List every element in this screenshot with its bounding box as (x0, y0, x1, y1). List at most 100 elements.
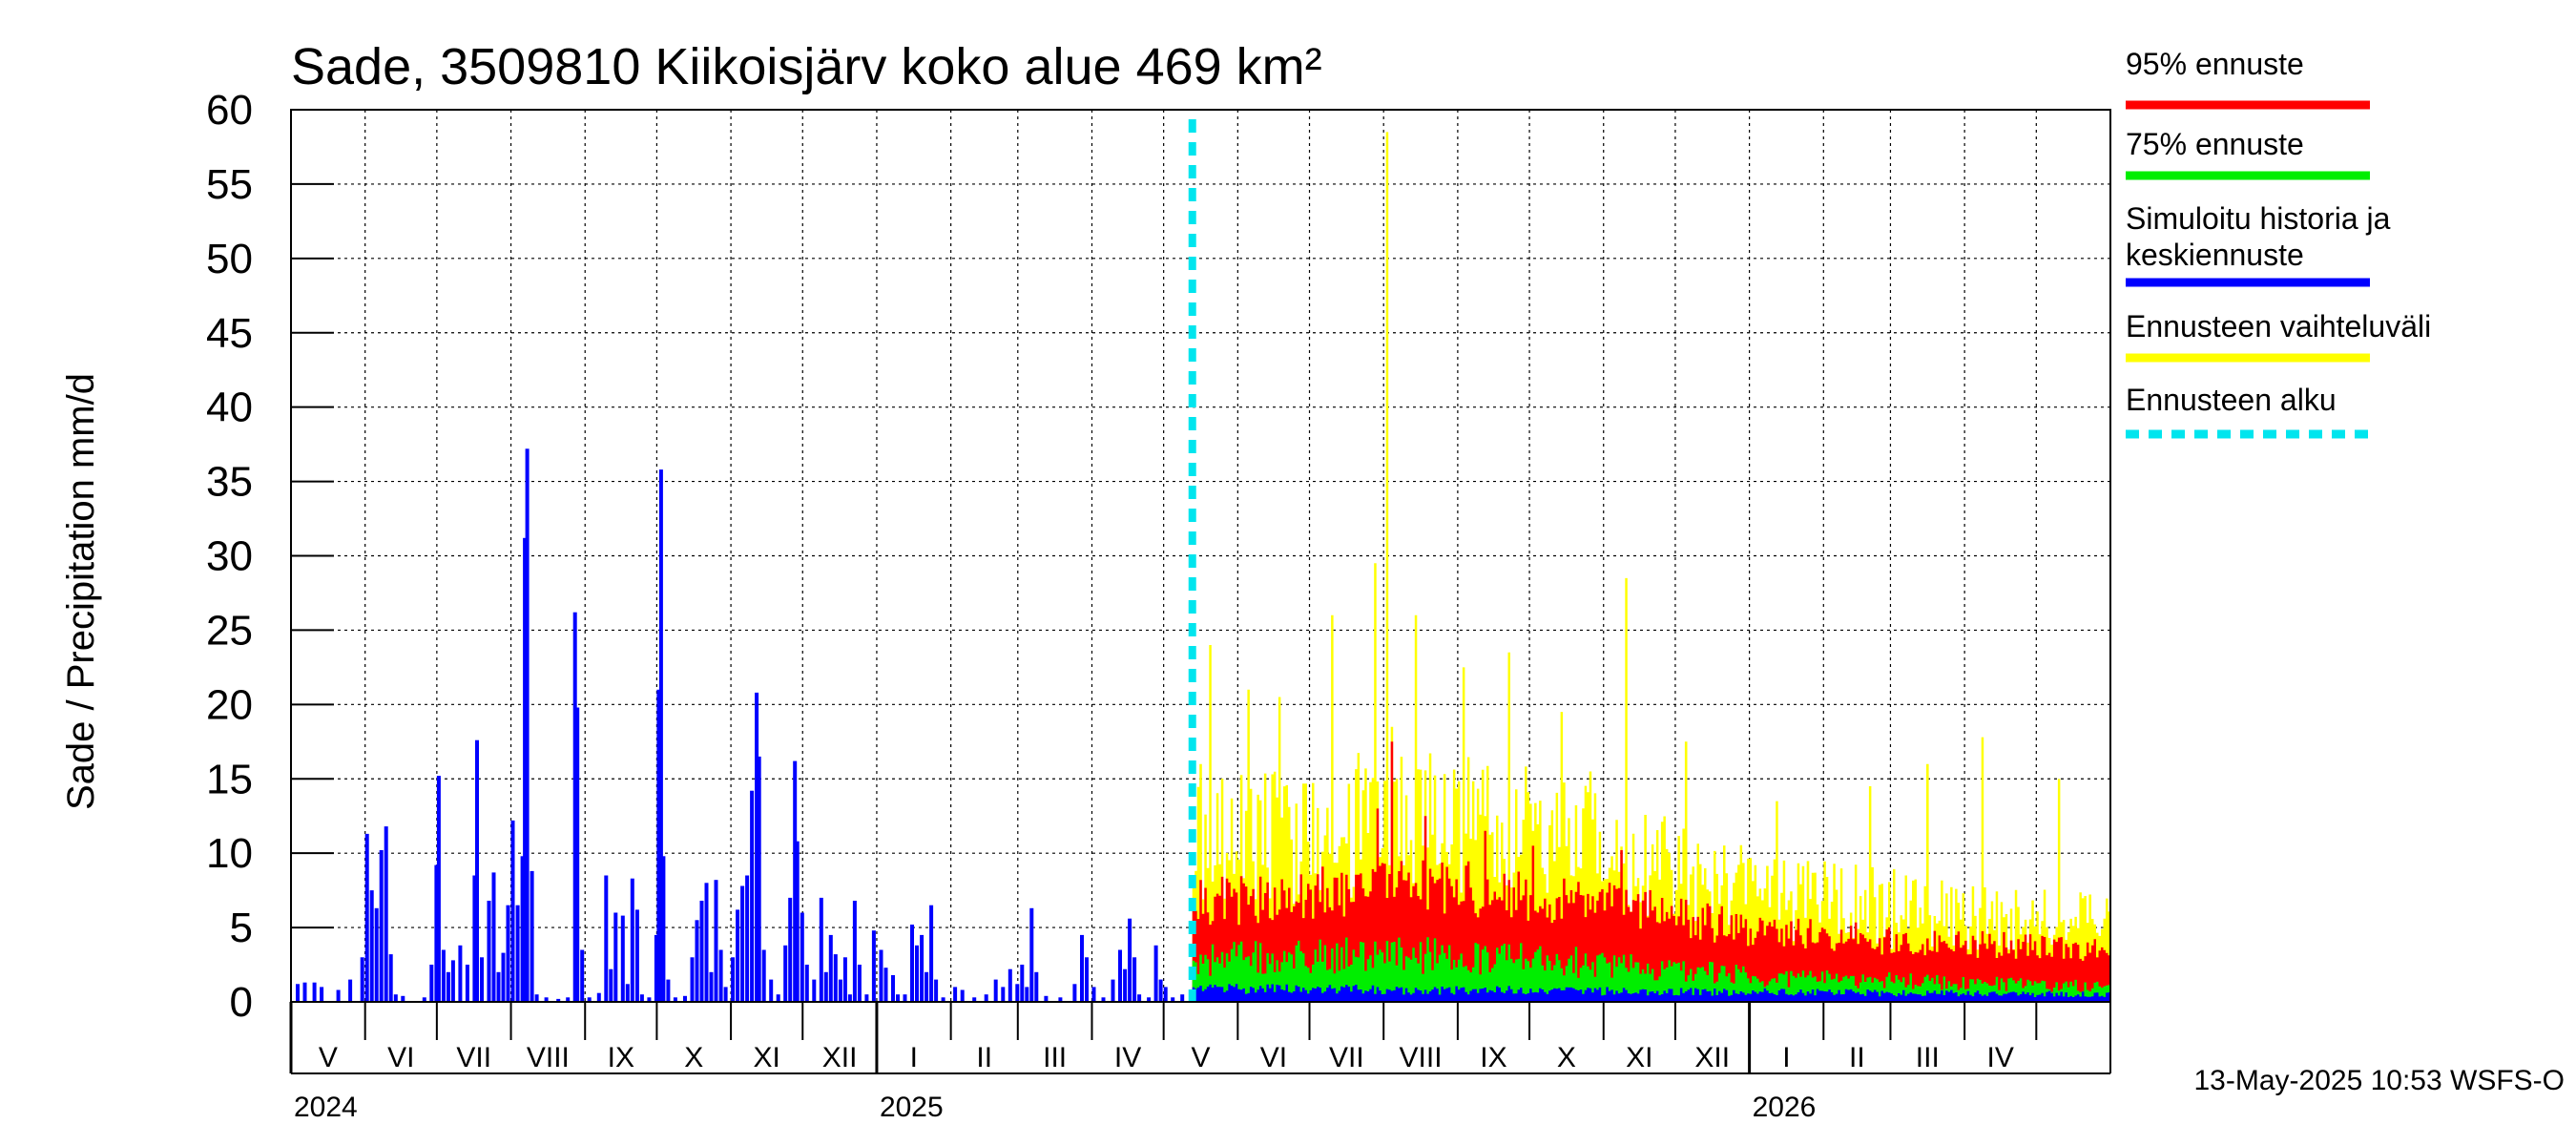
legend-label: 75% ennuste (2126, 127, 2304, 161)
history-bar (903, 994, 907, 1002)
history-bar (714, 880, 718, 1002)
history-bar (496, 971, 501, 1002)
history-bar (1101, 997, 1106, 1002)
history-bar (472, 875, 477, 1002)
history-bar (761, 949, 766, 1002)
history-bar (487, 901, 491, 1002)
history-bar (812, 979, 817, 1002)
history-bar (647, 997, 652, 1002)
history-bar (401, 995, 405, 1002)
history-bar (723, 987, 728, 1002)
history-bar (795, 841, 800, 1002)
history-bar (783, 945, 788, 1002)
history-bar (450, 960, 455, 1002)
forecast-p95-band (1192, 741, 2110, 1002)
history-bar (857, 965, 862, 1002)
history-bar (695, 920, 699, 1002)
history-bar (544, 997, 549, 1002)
y-tick-label: 25 (206, 607, 253, 654)
history-bar (941, 997, 945, 1002)
history-bar (534, 994, 539, 1002)
y-tick-label: 35 (206, 459, 253, 506)
history-bar (769, 979, 774, 1002)
history-bar (1163, 987, 1168, 1002)
history-bar (1034, 971, 1039, 1002)
history-bar (296, 984, 300, 1002)
history-bar (656, 689, 661, 1003)
month-label: VI (1260, 1042, 1287, 1073)
history-bar (625, 984, 630, 1002)
history-bar (422, 997, 426, 1002)
history-bar (842, 957, 847, 1003)
history-bar (1025, 987, 1029, 1002)
history-bar (847, 994, 852, 1002)
legend-label: Ennusteen alku (2126, 383, 2337, 417)
month-label: XII (822, 1042, 858, 1073)
timestamp-footer: 13-May-2025 10:53 WSFS-O (2194, 1065, 2566, 1096)
month-label: V (319, 1042, 338, 1073)
month-label: III (1043, 1042, 1067, 1073)
history-bar (1111, 979, 1115, 1002)
history-bar (580, 949, 585, 1002)
history-bar (515, 905, 520, 1002)
history-bar (1001, 987, 1006, 1002)
month-label: X (684, 1042, 703, 1073)
y-tick-label: 30 (206, 533, 253, 580)
month-label: III (1916, 1042, 1940, 1073)
month-label: I (910, 1042, 918, 1073)
history-bar (833, 954, 838, 1002)
legend-label: keskiennuste (2126, 238, 2304, 272)
y-tick-labels: 0 5 10 15 20 25 30 35 40 45 50 55 60 (206, 87, 253, 1026)
month-label: IX (1480, 1042, 1506, 1073)
month-label: VIII (1400, 1042, 1443, 1073)
history-bar (379, 850, 384, 1002)
history-bar (596, 992, 601, 1002)
chart-title: Sade, 3509810 Kiikoisjärv koko alue 469 … (291, 38, 1322, 95)
month-label: X (1557, 1042, 1576, 1073)
forecast-mean-band (1192, 984, 2110, 1002)
y-tick-label: 10 (206, 830, 253, 877)
month-label: VII (456, 1042, 491, 1073)
forecast-range-band (1192, 132, 2110, 1002)
history-bar (709, 971, 714, 1002)
history-bar (910, 925, 914, 1002)
history-bar (530, 870, 534, 1002)
year-label: 2024 (294, 1092, 358, 1123)
history-bar (429, 965, 434, 1002)
history-bar (525, 448, 530, 1002)
history-bar (393, 994, 398, 1002)
history-bar (658, 469, 663, 1003)
history-bar (871, 930, 876, 1002)
history-bar (609, 968, 613, 1002)
history-bar (736, 909, 740, 1002)
history-bar (1072, 984, 1077, 1002)
history-bar (1137, 994, 1142, 1002)
month-label: VIII (527, 1042, 570, 1073)
month-label: XII (1694, 1042, 1730, 1073)
history-bar (661, 856, 666, 1002)
y-tick-label: 0 (230, 979, 253, 1026)
year-labels: 2024 2025 2026 (294, 1092, 1816, 1123)
y-tick-label: 20 (206, 681, 253, 728)
month-label: II (976, 1042, 992, 1073)
history-bar (891, 975, 895, 1002)
month-label: I (1782, 1042, 1790, 1073)
history-bar (436, 776, 441, 1002)
month-label: VI (387, 1042, 414, 1073)
history-bar (993, 979, 998, 1002)
history-bar (804, 965, 809, 1002)
history-bar (1128, 918, 1132, 1002)
history-bar (690, 957, 695, 1003)
month-label: IV (1114, 1042, 1141, 1073)
history-bar (823, 971, 828, 1002)
history-bar (883, 968, 888, 1002)
history-bar (1091, 987, 1096, 1002)
history-bar (828, 934, 833, 1002)
history-bar (793, 760, 798, 1002)
history-bar (520, 856, 525, 1002)
history-bar (838, 979, 842, 1002)
forecast-p75-band (1192, 937, 2110, 1002)
history-bar (302, 982, 307, 1002)
y-tick-label: 40 (206, 385, 253, 431)
